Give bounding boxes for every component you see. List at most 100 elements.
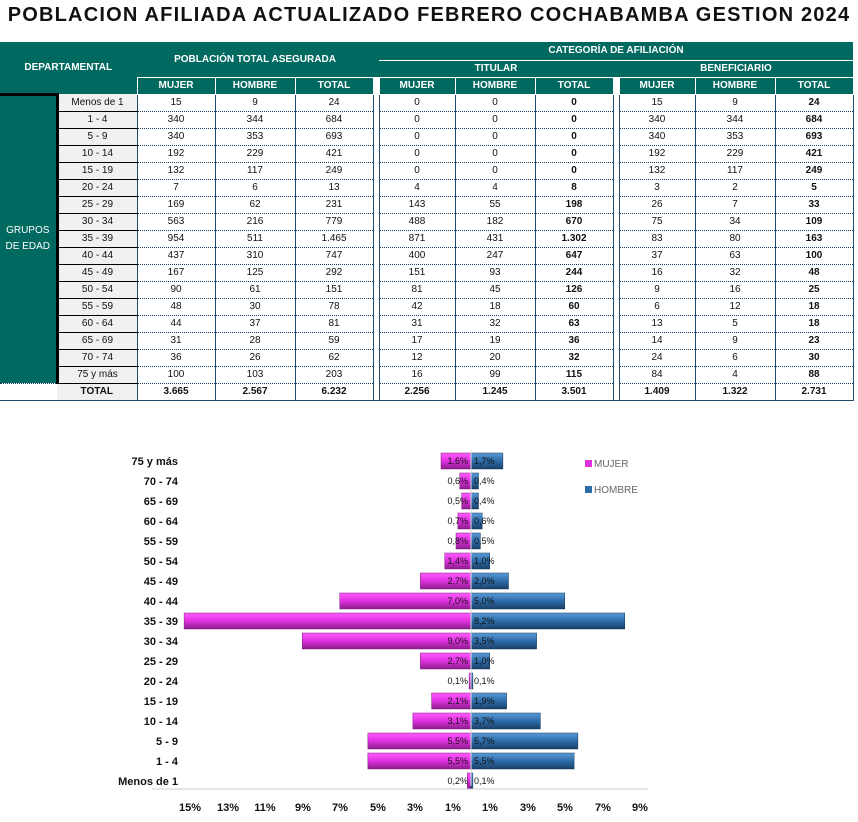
category-header: CATEGORÍA DE AFILIACIÓN	[379, 42, 853, 61]
legend-label: HOMBRE	[594, 485, 638, 496]
spacer	[613, 332, 619, 349]
affiliation-table: DEPARTAMENTAL POBLACIÓN TOTAL ASEGURADA …	[0, 42, 854, 401]
value-cell: 437	[136, 247, 216, 265]
value-cell: 20	[454, 349, 536, 367]
value-cell: 59	[294, 332, 374, 350]
value-cell: 143	[378, 196, 456, 214]
value-cell: 6	[214, 179, 296, 197]
value-cell: 16	[618, 264, 696, 282]
value-cell: 4	[378, 179, 456, 197]
age-range-cell: 20 - 24	[57, 179, 137, 197]
total-cell: 1.322	[694, 383, 776, 401]
column-header: HOMBRE	[454, 76, 536, 95]
value-cell: 344	[214, 111, 296, 129]
data-label-mujer: 0,8%	[447, 536, 468, 546]
value-cell: 26	[214, 349, 296, 367]
value-cell: 340	[618, 128, 696, 146]
value-cell: 18	[454, 298, 536, 316]
age-range-cell: 75 y más	[57, 366, 137, 384]
value-cell: 28	[214, 332, 296, 350]
total-cell: 1.409	[618, 383, 696, 401]
table-row: 65 - 69 31 28 59 17 19 36 14 9 23	[0, 332, 854, 350]
value-cell: 19	[454, 332, 536, 350]
value-cell: 36	[534, 332, 614, 350]
value-cell: 203	[294, 366, 374, 384]
age-range-cell: 70 - 74	[57, 349, 137, 367]
spacer	[0, 383, 57, 401]
value-cell: 216	[214, 213, 296, 231]
value-cell: 0	[534, 94, 614, 112]
value-cell: 421	[294, 145, 374, 163]
data-label-mujer: 2,1%	[447, 696, 468, 706]
value-cell: 7	[136, 179, 216, 197]
value-cell: 132	[136, 162, 216, 180]
table-row: 1 - 4 340 344 684 0 0 0 340 344 684	[0, 111, 854, 129]
data-label-hombre: 3,7%	[474, 716, 495, 726]
value-cell: 18	[774, 315, 854, 333]
value-cell: 12	[378, 349, 456, 367]
spacer	[613, 298, 619, 315]
value-cell: 198	[534, 196, 614, 214]
data-label-hombre: 5,5%	[474, 756, 495, 766]
age-range-cell: 45 - 49	[57, 264, 137, 282]
value-cell: 0	[534, 128, 614, 146]
data-label-mujer: 5,5%	[447, 736, 468, 746]
x-tick-label: 11%	[254, 802, 276, 814]
value-cell: 100	[136, 366, 216, 384]
value-cell: 62	[214, 196, 296, 214]
column-header: TOTAL	[294, 76, 374, 95]
value-cell: 4	[454, 179, 536, 197]
age-range-cell: 25 - 29	[57, 196, 137, 214]
value-cell: 9	[694, 94, 776, 112]
spacer	[373, 196, 379, 213]
value-cell: 99	[454, 366, 536, 384]
spacer	[373, 264, 379, 281]
value-cell: 310	[214, 247, 296, 265]
category-label: 40 - 44	[144, 596, 179, 608]
page-title: POBLACION AFILIADA ACTUALIZADO FEBRERO C…	[7, 4, 851, 26]
data-label-mujer: 7,0%	[447, 596, 468, 606]
column-header: MUJER	[618, 76, 696, 95]
value-cell: 684	[294, 111, 374, 129]
category-label: 45 - 49	[144, 576, 178, 588]
value-cell: 15	[618, 94, 696, 112]
spacer	[373, 332, 379, 349]
category-label: 50 - 54	[144, 556, 179, 568]
value-cell: 24	[774, 94, 854, 112]
value-cell: 0	[534, 162, 614, 180]
column-header: MUJER	[136, 76, 216, 95]
spacer	[613, 128, 619, 145]
value-cell: 3	[618, 179, 696, 197]
value-cell: 117	[214, 162, 296, 180]
value-cell: 60	[534, 298, 614, 316]
value-cell: 0	[534, 111, 614, 129]
value-cell: 37	[214, 315, 296, 333]
value-cell: 0	[454, 145, 536, 163]
legend-label: MUJER	[594, 459, 628, 470]
table-row: 30 - 34 563 216 779 488 182 670 75 34 109	[0, 213, 854, 231]
x-tick-label: 9%	[295, 802, 311, 814]
value-cell: 55	[454, 196, 536, 214]
value-cell: 132	[618, 162, 696, 180]
value-cell: 7	[694, 196, 776, 214]
table-row: 25 - 29 169 62 231 143 55 198 26 7 33	[0, 196, 854, 214]
value-cell: 693	[294, 128, 374, 146]
age-range-cell: 40 - 44	[57, 247, 137, 265]
column-header: MUJER	[378, 76, 456, 95]
total-cell: 6.232	[294, 383, 374, 401]
value-cell: 31	[136, 332, 216, 350]
data-label-hombre: 0,6%	[474, 516, 495, 526]
age-range-cell: 60 - 64	[57, 315, 137, 333]
value-cell: 109	[774, 213, 854, 231]
x-tick-label: 1%	[482, 802, 498, 814]
column-header: TOTAL	[534, 76, 614, 95]
value-cell: 1.302	[534, 230, 614, 248]
value-cell: 684	[774, 111, 854, 129]
age-range-cell: 5 - 9	[57, 128, 137, 146]
value-cell: 115	[534, 366, 614, 384]
value-cell: 90	[136, 281, 216, 299]
population-pyramid-chart: 75 y más 1,6% 1,7% 70 - 74 0,6% 0,4% 65 - 69 0,…	[118, 450, 648, 814]
value-cell: 231	[294, 196, 374, 214]
table-row: 55 - 59 48 30 78 42 18 60 6 12 18	[0, 298, 854, 316]
data-label-mujer: 2,7%	[447, 576, 468, 586]
